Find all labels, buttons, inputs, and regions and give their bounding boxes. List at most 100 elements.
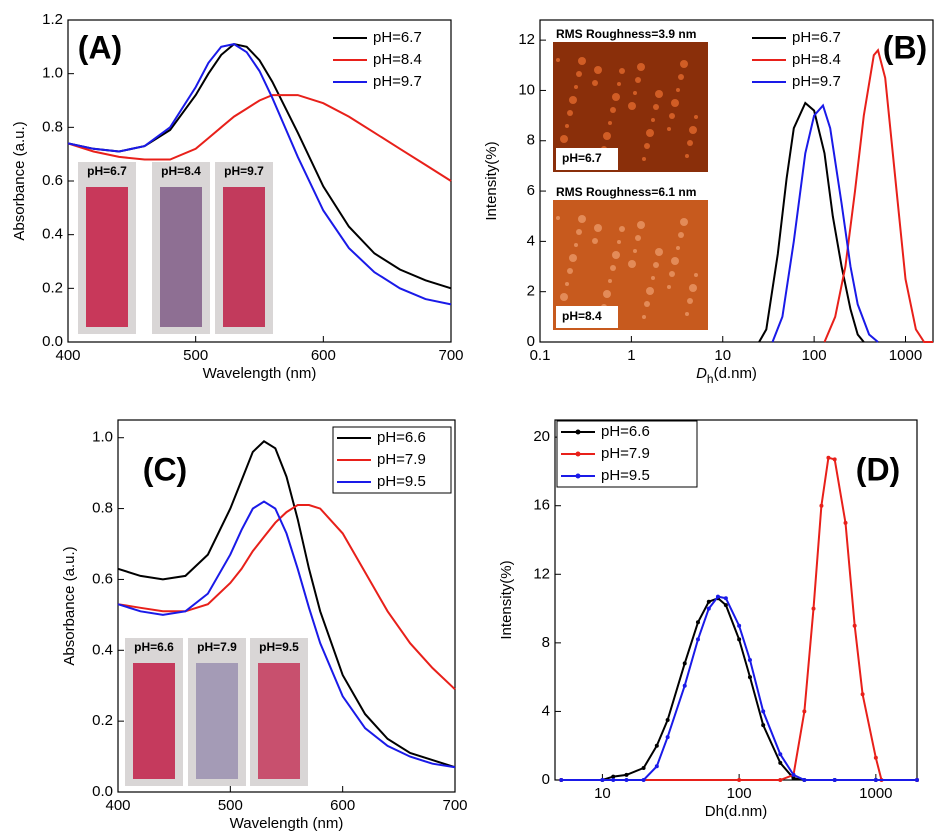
legend-label: pH=8.4	[792, 51, 841, 68]
y-axis-label: Absorbance (a.u.)	[61, 546, 78, 665]
series-line	[561, 456, 917, 781]
afm-speck	[678, 232, 684, 238]
x-axis-label: Dh(d.nm)	[696, 365, 757, 386]
point	[682, 683, 687, 688]
afm-speck	[646, 129, 654, 137]
point	[826, 455, 831, 460]
y-tick-label: 2	[527, 283, 535, 300]
point	[778, 752, 783, 757]
afm-speck	[669, 271, 675, 277]
y-tick-label: 16	[533, 497, 550, 514]
point	[715, 594, 720, 599]
afm-title-bg	[553, 186, 708, 200]
afm-speck	[592, 80, 598, 86]
series-line	[67, 94, 452, 182]
legend-marker	[575, 473, 581, 479]
point	[737, 623, 742, 628]
afm-speck	[567, 268, 573, 274]
point	[706, 599, 711, 604]
afm-speck	[610, 265, 616, 271]
afm-speck	[644, 143, 650, 149]
y-tick-label: 0.8	[92, 500, 113, 517]
series-line	[758, 101, 865, 343]
afm-speck	[680, 60, 688, 68]
afm-speck	[576, 229, 582, 235]
y-tick-label: 8	[527, 132, 535, 149]
point	[624, 772, 629, 777]
point	[723, 603, 728, 608]
afm-speck	[694, 115, 698, 119]
y-axis-label: Intensity(%)	[483, 141, 500, 220]
y-tick-label: 0.8	[42, 118, 63, 135]
y-tick-label: 20	[533, 428, 550, 445]
y-tick-label: 1.0	[42, 65, 63, 82]
point	[624, 778, 629, 782]
inset-cuvette	[223, 187, 265, 327]
afm-speck	[676, 88, 680, 92]
legend-label: pH=6.7	[792, 29, 841, 46]
afm-speck	[669, 113, 675, 119]
afm-speck	[594, 66, 602, 74]
point	[843, 520, 848, 525]
inset-cuvette	[86, 187, 128, 327]
afm-speck	[578, 57, 586, 65]
y-tick-label: 1.2	[42, 11, 63, 28]
plot-frame	[117, 419, 456, 793]
point	[778, 760, 783, 765]
legend-label: pH=9.5	[377, 473, 426, 490]
afm-speck	[667, 127, 671, 131]
point	[641, 778, 646, 782]
y-tick-label: 0	[527, 333, 535, 350]
inset-label: pH=8.4	[161, 164, 201, 178]
point	[559, 778, 564, 782]
afm-speck	[685, 154, 689, 158]
afm-speck	[574, 243, 578, 247]
y-tick-label: 0.6	[92, 570, 113, 587]
afm-speck	[637, 63, 645, 71]
point	[819, 503, 824, 508]
point	[802, 709, 807, 714]
legend-marker	[575, 429, 581, 435]
point	[832, 778, 837, 782]
legend-label: pH=8.4	[373, 51, 422, 68]
afm-speck	[655, 248, 663, 256]
afm-title: RMS Roughness=3.9 nm	[556, 27, 696, 41]
afm-speck	[646, 287, 654, 295]
afm-title: RMS Roughness=6.1 nm	[556, 185, 696, 199]
inset-cuvette	[133, 663, 175, 779]
x-tick-label: 100	[727, 785, 752, 802]
afm-speck	[689, 284, 697, 292]
x-tick-label: 1000	[889, 347, 922, 364]
afm-speck	[617, 82, 621, 86]
panel-label: (A)	[78, 29, 122, 65]
point	[654, 764, 659, 769]
point	[761, 709, 766, 714]
afm-speck	[655, 90, 663, 98]
y-tick-label: 0.6	[42, 172, 63, 189]
afm-speck	[680, 218, 688, 226]
afm-label-bg	[556, 148, 618, 170]
afm-label: pH=8.4	[562, 309, 602, 323]
x-tick-label: 600	[330, 797, 355, 814]
panel-label: (B)	[883, 29, 927, 65]
y-axis-label: Intensity(%)	[498, 560, 515, 639]
afm-speck	[569, 96, 577, 104]
series-line	[117, 504, 456, 691]
legend-label: pH=6.7	[373, 29, 422, 46]
series-line	[117, 500, 456, 769]
point	[747, 658, 752, 662]
afm-speck	[633, 249, 637, 253]
afm-speck	[569, 254, 577, 262]
afm-speck	[694, 273, 698, 277]
afm-speck	[653, 262, 659, 268]
afm-speck	[676, 246, 680, 250]
legend-label: pH=9.7	[373, 73, 422, 90]
y-tick-label: 12	[533, 565, 550, 582]
legend-label: pH=9.7	[792, 73, 841, 90]
x-tick-label: 0.1	[530, 347, 551, 364]
x-tick-label: 1	[627, 347, 635, 364]
afm-label: pH=6.7	[562, 151, 602, 165]
afm-speck	[687, 298, 693, 304]
y-tick-label: 12	[518, 31, 535, 48]
point	[695, 637, 700, 642]
